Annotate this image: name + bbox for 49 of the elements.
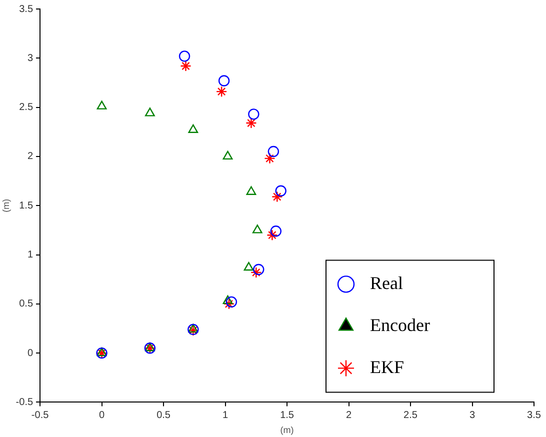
point [145, 342, 155, 352]
x-axis-title: (m) [280, 425, 294, 436]
y-tick-label: 3 [27, 52, 34, 64]
y-tick-label: 3.5 [19, 4, 34, 15]
x-tick-label: 0.5 [156, 410, 171, 421]
point [252, 224, 262, 234]
y-tick-label: -0.5 [16, 396, 34, 408]
x-tick-label: 2.5 [404, 410, 418, 421]
point [268, 146, 280, 158]
point [270, 226, 282, 237]
point [253, 264, 264, 276]
point [275, 185, 286, 196]
y-tick-label: 2 [27, 151, 34, 162]
legend-label: EKF [370, 356, 404, 377]
x-tick-label: 3 [469, 410, 476, 421]
y-tick-label: 2.5 [19, 102, 34, 114]
point [226, 296, 238, 308]
y-tick-label: 1 [27, 250, 34, 260]
point [244, 262, 254, 271]
point [222, 295, 233, 304]
legend-label: Encoder [370, 314, 430, 335]
point [216, 86, 228, 98]
point [96, 347, 107, 356]
point [222, 150, 233, 160]
point [272, 191, 283, 202]
point [218, 75, 230, 86]
x-tick-label: 1 [222, 410, 228, 421]
y-tick-label: 0.5 [19, 298, 34, 310]
point [145, 108, 155, 116]
x-tick-label: 0 [98, 410, 105, 421]
x-tick-label: 1.5 [280, 410, 294, 421]
point [96, 100, 107, 110]
x-tick-label: 3.5 [527, 410, 542, 421]
point [246, 186, 256, 195]
point [188, 124, 198, 134]
point [250, 266, 262, 278]
point [180, 60, 192, 72]
point [178, 50, 190, 62]
legend-label: Real [370, 272, 403, 293]
point [266, 229, 278, 241]
point [246, 117, 257, 129]
point [223, 298, 235, 310]
point [248, 108, 260, 120]
point [264, 152, 276, 164]
y-tick-label: 1.5 [19, 200, 34, 212]
y-tick-label: 0 [27, 348, 34, 359]
x-tick-label: 2 [346, 410, 352, 421]
y-axis-title: (m) [0, 198, 11, 212]
point [188, 324, 198, 333]
